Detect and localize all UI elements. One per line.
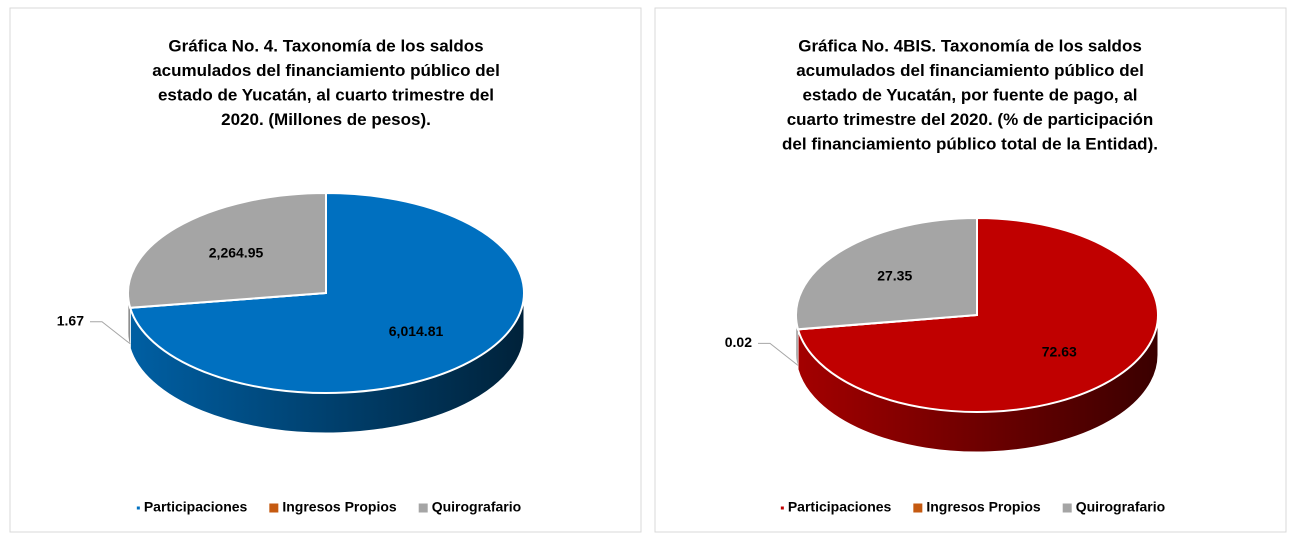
legend-marker (136, 506, 140, 510)
pie-slice (128, 191, 525, 394)
data-label: 2,264.95 (209, 245, 264, 261)
legend-label: Participaciones (144, 499, 248, 515)
leader-line (758, 342, 799, 366)
pie-slice (127, 191, 327, 309)
legend: Participaciones Ingresos Propios Quirograf… (136, 499, 521, 515)
legend-label: Participaciones (788, 499, 892, 515)
legend-label: Ingresos Propios (282, 499, 397, 515)
chart-title: acumulados del financiamiento público de… (152, 61, 500, 80)
legend-label: Quirografario (432, 499, 521, 515)
data-label: 27.35 (877, 268, 912, 284)
legend-label: Ingresos Propios (926, 499, 1041, 515)
legend-marker (780, 506, 784, 510)
data-label: 6,014.81 (389, 323, 444, 339)
legend-marker (269, 503, 279, 513)
legend-marker (913, 503, 923, 513)
chart-title: cuarto trimestre del 2020. (% de partici… (787, 110, 1154, 129)
data-label: 72.63 (1042, 344, 1077, 360)
chart-title: del financiamiento público total de la E… (782, 134, 1158, 153)
chart-title: estado de Yucatán, al cuarto trimestre d… (158, 85, 494, 104)
chart-title: 2020. (Millones de pesos). (221, 110, 431, 129)
chart-title: Gráfica No. 4. Taxonomía de los saldos (168, 36, 483, 55)
legend-label: Quirografario (1076, 499, 1165, 515)
data-label: 1.67 (57, 312, 84, 328)
chart-title: estado de Yucatán, por fuente de pago, a… (802, 85, 1137, 104)
chart-title: Gráfica No. 4BIS. Taxonomía de los saldo… (798, 36, 1142, 55)
pie-slice (795, 216, 978, 331)
legend-marker (1062, 503, 1072, 513)
data-label: 0.02 (725, 334, 752, 350)
legend-marker (418, 503, 428, 513)
chart-title: acumulados del financiamiento público de… (796, 61, 1144, 80)
leader-line (90, 321, 131, 345)
legend: Participaciones Ingresos Propios Quirograf… (780, 499, 1165, 515)
